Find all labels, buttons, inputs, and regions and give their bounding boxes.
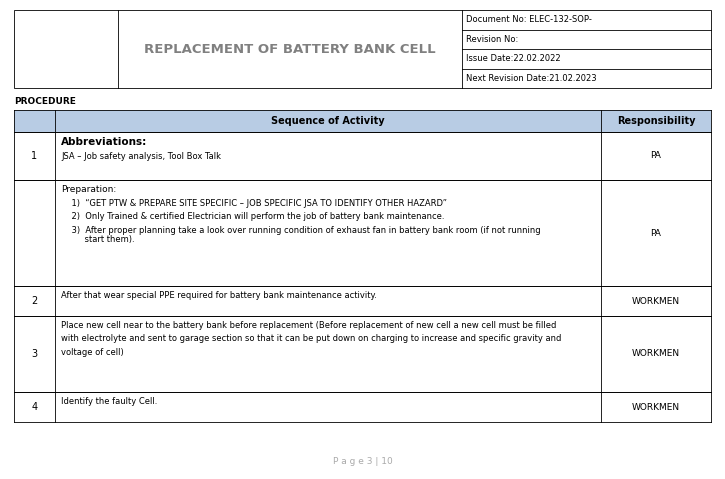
Text: PROCEDURE: PROCEDURE bbox=[14, 96, 76, 105]
Bar bbox=[14, 110, 711, 132]
Text: 3)  After proper planning take a look over running condition of exhaust fan in b: 3) After proper planning take a look ove… bbox=[61, 226, 541, 235]
Text: WORKMEN: WORKMEN bbox=[632, 402, 680, 411]
Text: Place new cell near to the battery bank before replacement (Before replacement o: Place new cell near to the battery bank … bbox=[61, 321, 556, 330]
Text: Revision No:: Revision No: bbox=[466, 35, 518, 44]
Text: 1: 1 bbox=[31, 151, 38, 161]
Text: 3: 3 bbox=[31, 349, 38, 359]
Text: REPLACEMENT OF BATTERY BANK CELL: REPLACEMENT OF BATTERY BANK CELL bbox=[144, 43, 436, 56]
Text: voltage of cell): voltage of cell) bbox=[61, 348, 124, 357]
Text: 2)  Only Trained & certified Electrician will perform the job of battery bank ma: 2) Only Trained & certified Electrician … bbox=[61, 213, 444, 221]
Text: Abbreviations:: Abbreviations: bbox=[61, 137, 147, 147]
Text: WORKMEN: WORKMEN bbox=[632, 297, 680, 306]
Text: Sequence of Activity: Sequence of Activity bbox=[271, 116, 385, 126]
Text: P a g e 3 | 10: P a g e 3 | 10 bbox=[333, 457, 392, 467]
Text: start them).: start them). bbox=[61, 235, 135, 244]
Text: WORKMEN: WORKMEN bbox=[632, 350, 680, 358]
Text: Preparation:: Preparation: bbox=[61, 185, 116, 194]
Text: with electrolyte and sent to garage section so that it can be put down on chargi: with electrolyte and sent to garage sect… bbox=[61, 334, 561, 343]
Text: After that wear special PPE required for battery bank maintenance activity.: After that wear special PPE required for… bbox=[61, 291, 377, 300]
Bar bbox=[14, 10, 711, 88]
Text: JSA – Job safety analysis, Tool Box Talk: JSA – Job safety analysis, Tool Box Talk bbox=[61, 152, 221, 161]
Text: Identify the faulty Cell.: Identify the faulty Cell. bbox=[61, 397, 157, 406]
Text: 2: 2 bbox=[31, 296, 38, 306]
Text: Issue Date:22.02.2022: Issue Date:22.02.2022 bbox=[466, 54, 560, 63]
Text: PA: PA bbox=[650, 151, 661, 160]
Text: Document No: ELEC-132-SOP-: Document No: ELEC-132-SOP- bbox=[466, 15, 592, 24]
Text: 1)  “GET PTW & PREPARE SITE SPECIFIC – JOB SPECIFIC JSA TO IDENTIFY OTHER HAZARD: 1) “GET PTW & PREPARE SITE SPECIFIC – JO… bbox=[61, 199, 447, 208]
Text: PA: PA bbox=[650, 228, 661, 238]
Text: 4: 4 bbox=[31, 402, 38, 412]
Text: Responsibility: Responsibility bbox=[617, 116, 695, 126]
Text: Next Revision Date:21.02.2023: Next Revision Date:21.02.2023 bbox=[466, 74, 597, 83]
